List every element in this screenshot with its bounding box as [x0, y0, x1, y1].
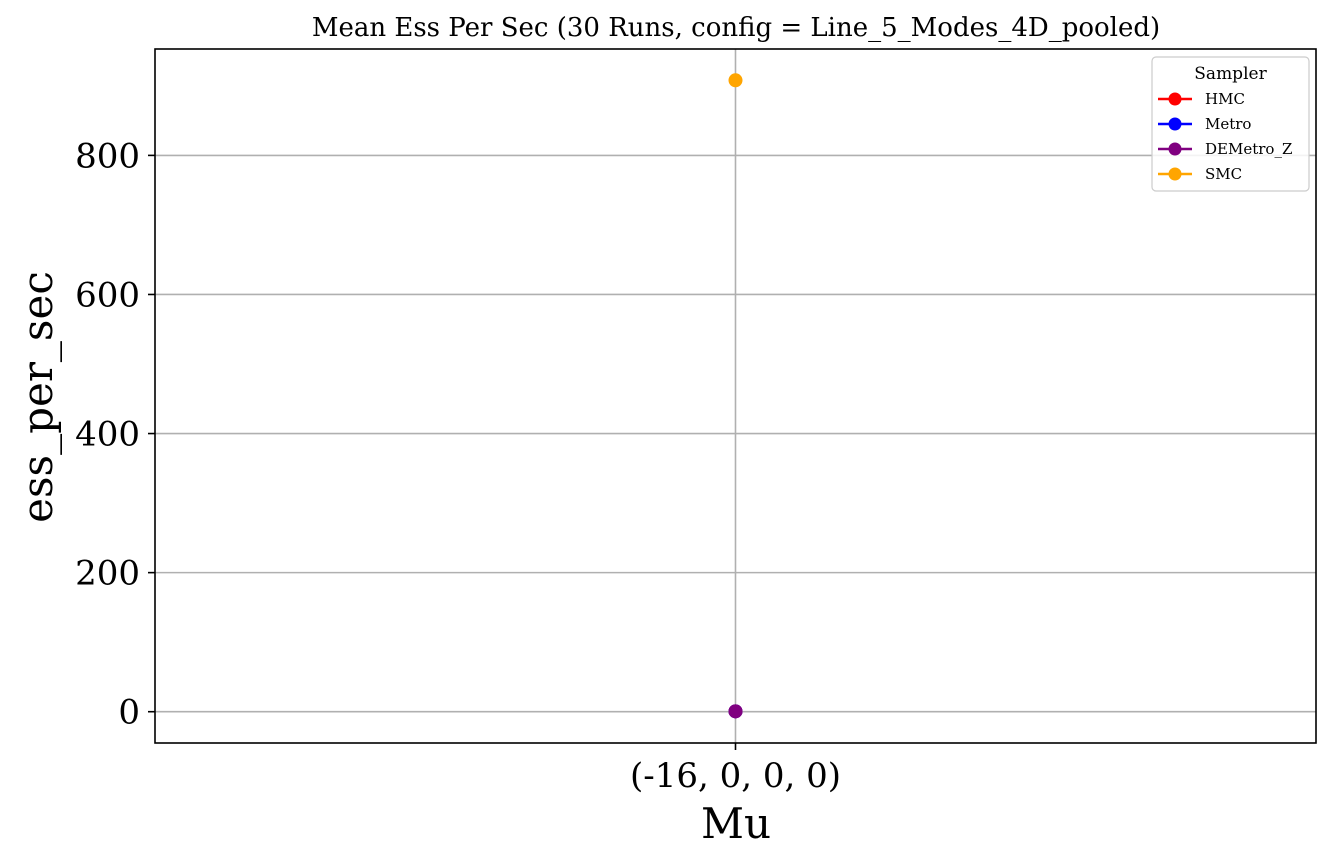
- data-point-smc: [728, 73, 743, 88]
- legend-label-smc: SMC: [1205, 165, 1242, 183]
- legend-title: Sampler: [1194, 64, 1267, 84]
- legend-box: [1151, 56, 1310, 192]
- legend-label-hmc: HMC: [1205, 90, 1245, 108]
- legend-marker-smc: [1168, 167, 1182, 181]
- x-tick-label: (-16, 0, 0, 0): [630, 756, 841, 796]
- y-tick-label: 200: [75, 554, 140, 594]
- legend-marker-demetro-z: [1168, 142, 1182, 156]
- legend: Sampler HMC Metro DEMetro_Z SMC: [1151, 56, 1310, 192]
- chart-title: Mean Ess Per Sec (30 Runs, config = Line…: [312, 13, 1160, 43]
- y-axis-label: ess_per_sec: [13, 271, 62, 523]
- y-tick-label: 0: [118, 693, 140, 733]
- y-tick-label: 800: [75, 136, 140, 176]
- legend-marker-metro: [1168, 117, 1182, 131]
- legend-label-demetro-z: DEMetro_Z: [1205, 140, 1292, 158]
- plot-frame: [154, 48, 1317, 744]
- x-axis-label: Mu: [701, 799, 771, 848]
- plot-area: 0 200 400 600 800 (-16, 0, 0, 0): [75, 48, 1317, 796]
- legend-marker-hmc: [1168, 92, 1182, 106]
- y-tick-label: 400: [75, 415, 140, 455]
- y-tick-label: 600: [75, 275, 140, 315]
- data-point-demetro-z: [728, 704, 743, 719]
- legend-label-metro: Metro: [1205, 115, 1251, 133]
